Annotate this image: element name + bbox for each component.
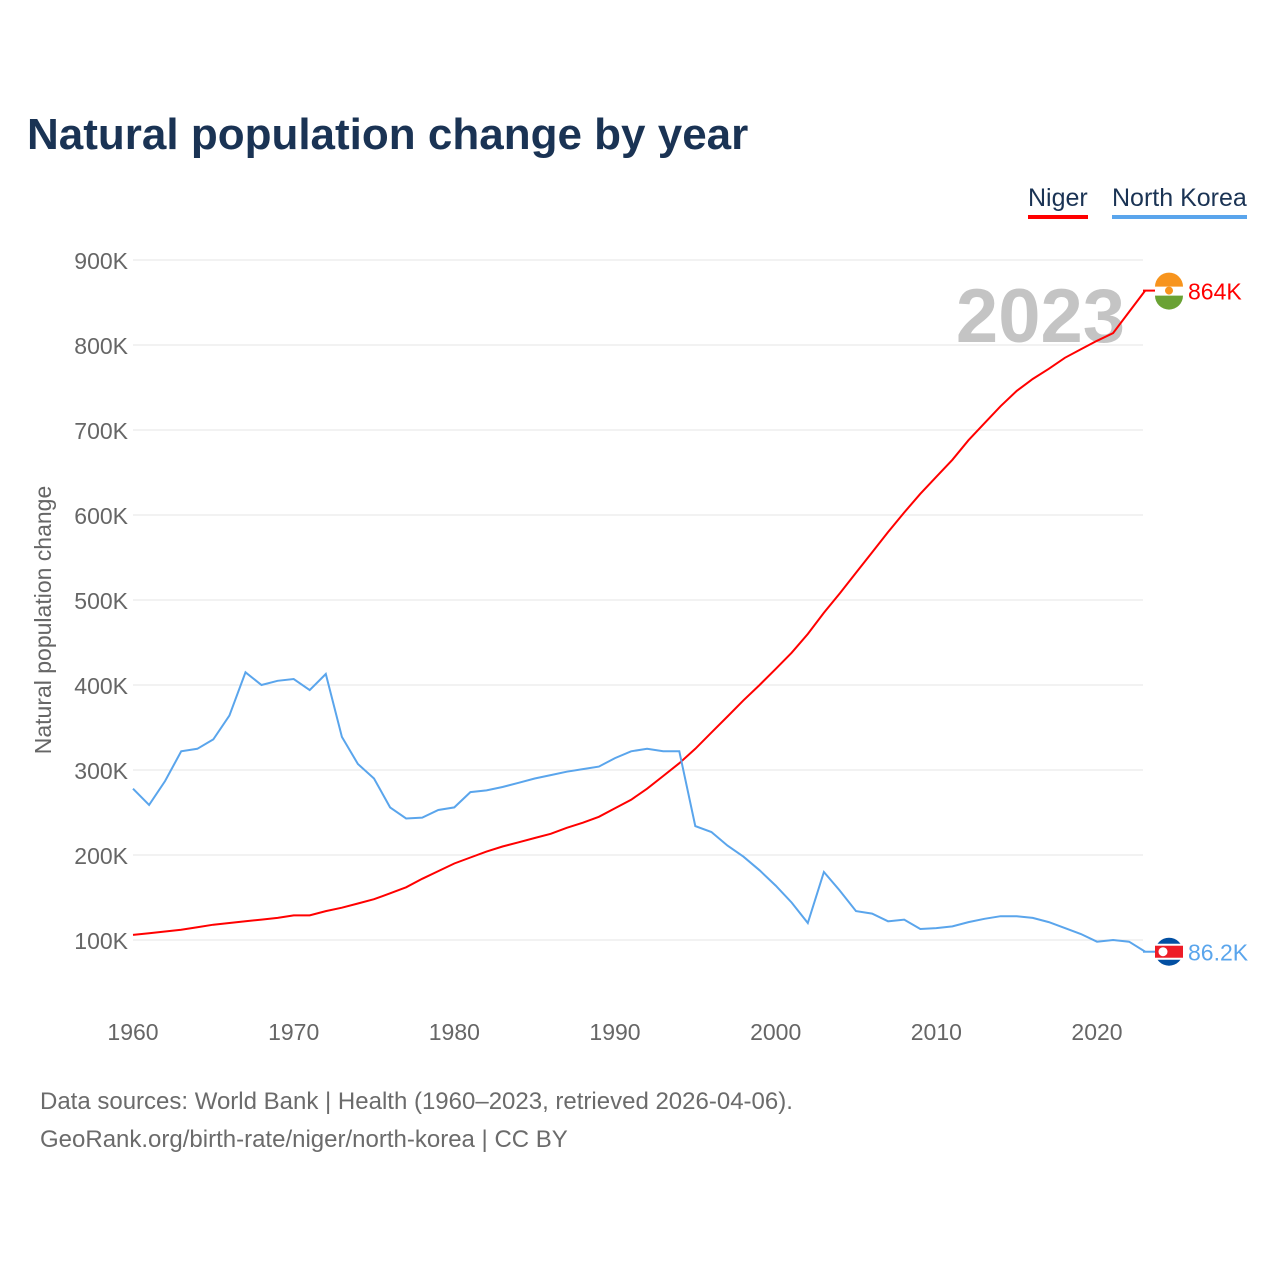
series-line-north-korea bbox=[132, 670, 1146, 953]
y-tick-label: 100K bbox=[74, 928, 128, 954]
series-line-niger bbox=[132, 289, 1146, 936]
legend-north-korea[interactable]: North Korea bbox=[1112, 184, 1247, 219]
flag-stripe bbox=[1155, 272, 1183, 287]
x-tick-label: 1970 bbox=[268, 1019, 319, 1045]
flag-stripe bbox=[1155, 295, 1183, 310]
end-value-label: 86.2K bbox=[1188, 940, 1249, 966]
y-tick-label: 400K bbox=[74, 673, 128, 699]
y-tick-label: 900K bbox=[74, 248, 128, 274]
source-text: Data sources: World Bank | Health (1960–… bbox=[40, 1088, 793, 1115]
flag-star bbox=[1158, 947, 1168, 957]
y-tick-label: 600K bbox=[74, 503, 128, 529]
chart-title: Natural population change by year bbox=[27, 110, 749, 159]
y-tick-label: 700K bbox=[74, 418, 128, 444]
flag-sun bbox=[1165, 286, 1173, 295]
end-value-label: 864K bbox=[1188, 279, 1242, 305]
x-tick-label: 2010 bbox=[911, 1019, 962, 1045]
y-tick-label: 500K bbox=[74, 588, 128, 614]
y-tick-label: 200K bbox=[74, 843, 128, 869]
x-tick-label: 1960 bbox=[107, 1019, 158, 1045]
x-tick-label: 1990 bbox=[589, 1019, 640, 1045]
y-axis-label: Natural population change bbox=[30, 486, 56, 755]
x-tick-label: 2000 bbox=[750, 1019, 801, 1045]
y-tick-label: 800K bbox=[74, 333, 128, 359]
year-watermark: 2023 bbox=[956, 274, 1125, 359]
y-tick-label: 300K bbox=[74, 758, 128, 784]
source-link[interactable]: GeoRank.org/birth-rate/niger/north-korea… bbox=[40, 1126, 568, 1153]
x-tick-label: 1980 bbox=[429, 1019, 480, 1045]
x-tick-label: 2020 bbox=[1071, 1019, 1122, 1045]
legend-niger[interactable]: Niger bbox=[1028, 184, 1088, 219]
